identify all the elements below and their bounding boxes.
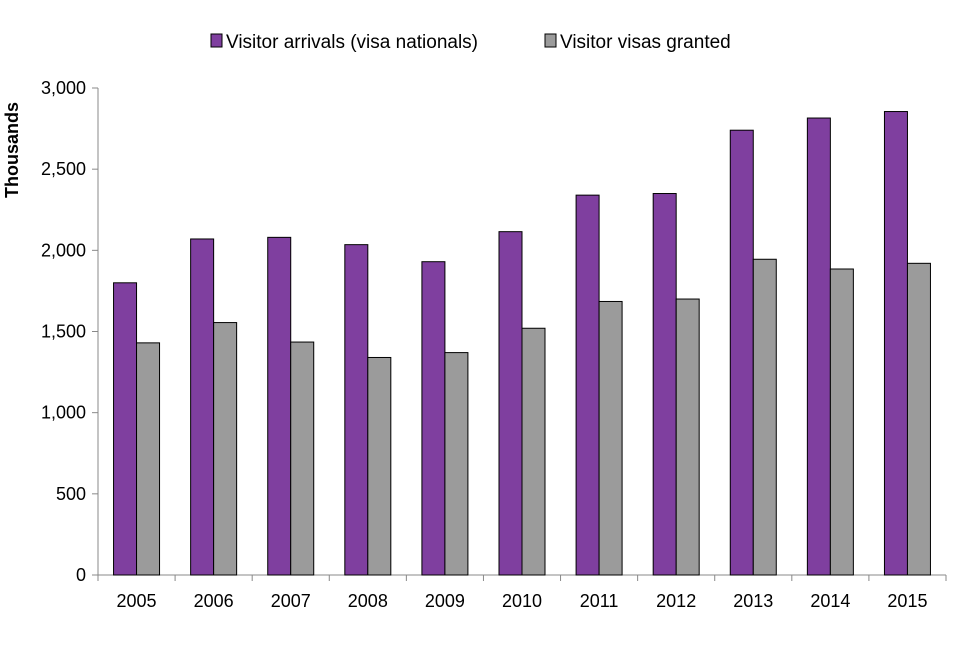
x-tick-label: 2015 [887,591,927,611]
y-tick-label: 1,500 [41,322,86,342]
x-tick-label: 2009 [425,591,465,611]
bar-visitor-arrivals-2011 [575,194,600,576]
x-tick-label: 2012 [656,591,696,611]
bar-visitor-arrivals-2006 [190,238,215,576]
legend-swatch-visas-granted [544,33,557,48]
bar-visitor-arrivals-2013 [729,129,754,576]
bar-visitor-arrivals-2012 [652,193,677,576]
y-tick-label: 1,000 [41,403,86,423]
bar-visitor-arrivals-2007 [267,236,292,576]
bars [113,111,931,576]
bar-visas-granted-2012 [675,298,700,576]
bar-group-2006 [190,238,238,576]
bar-visitor-arrivals-2005 [113,282,138,576]
x-axis: 2005 2006 2007 2008 2009 2010 2011 2012 2013 2014… [97,574,947,611]
legend-label-visitor-arrivals: Visitor arrivals (visa nationals) [226,32,478,53]
x-tick-label: 2013 [733,591,773,611]
x-tick-label: 2014 [810,591,850,611]
bar-visitor-arrivals-2009 [421,261,446,576]
bar-visas-granted-2013 [752,258,777,576]
bar-visas-granted-2006 [213,322,238,576]
bar-visas-granted-2010 [521,327,546,576]
bar-group-2008 [344,244,392,576]
x-tick-label: 2011 [580,591,619,611]
bar-visas-granted-2015 [906,262,931,576]
x-tick-label: 2005 [117,591,157,611]
bar-visas-granted-2011 [598,300,623,576]
legend-label-visas-granted: Visitor visas granted [560,32,731,53]
bar-visitor-arrivals-2014 [806,117,831,576]
bar-visas-granted-2014 [829,268,854,576]
bar-visitor-arrivals-2015 [883,111,908,576]
y-tick-label: 2,500 [41,159,86,179]
bar-group-2015 [883,111,931,576]
bar-visas-granted-2008 [367,356,392,576]
bar-group-2014 [806,117,854,576]
legend-swatch-visitor-arrivals [210,33,223,48]
bar-group-2005 [113,282,161,576]
bar-group-2012 [652,193,700,576]
bar-group-2009 [421,261,469,576]
bar-visitor-arrivals-2010 [498,231,523,576]
x-tick-label: 2006 [194,591,234,611]
x-tick-label: 2007 [271,591,311,611]
bar-group-2013 [729,129,777,576]
y-tick-label: 2,000 [41,240,86,260]
bar-group-2010 [498,231,546,576]
legend: Visitor arrivals (visa nationals) Visitor… [210,32,731,53]
bar-visas-granted-2009 [444,352,469,576]
bar-group-2011 [575,194,623,576]
y-tick-label: 500 [56,484,86,504]
bar-group-2007 [267,236,315,576]
y-tick-label: 0 [76,565,86,585]
bar-visitor-arrivals-2008 [344,244,369,576]
y-axis: 0 500 1,000 1,500 2,000 2,500 3,000 [41,78,99,585]
bar-visas-granted-2005 [136,342,161,576]
y-axis-title: Thousands [2,102,22,198]
y-tick-label: 3,000 [41,78,86,98]
x-tick-label: 2010 [502,591,542,611]
x-tick-label: 2008 [348,591,388,611]
bar-visas-granted-2007 [290,341,315,576]
